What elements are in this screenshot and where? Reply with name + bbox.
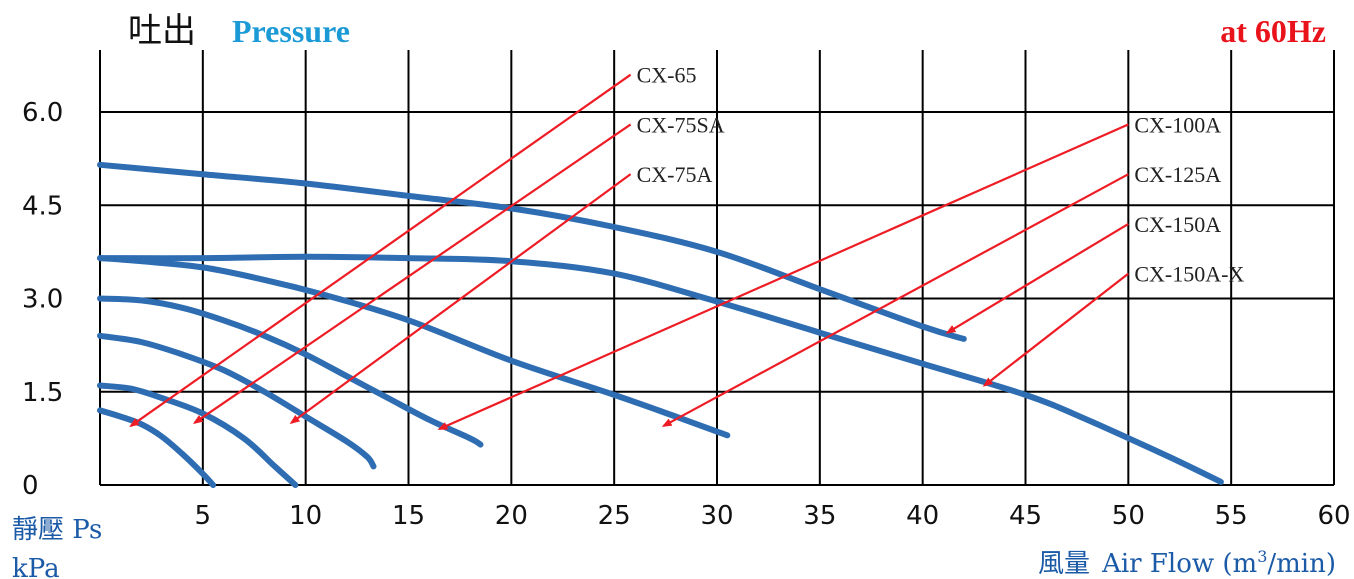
x-axis-label-jp: 風量	[1038, 549, 1090, 579]
arrow-cx-65	[129, 73, 632, 428]
y-tick-6-0: 6.0	[22, 98, 63, 128]
title-en: Pressure	[232, 13, 350, 49]
x-tick-60: 60	[1317, 501, 1350, 531]
label-cx-150a-x: CX-150A-X	[1134, 262, 1244, 287]
callout-arrows	[129, 73, 1130, 431]
x-axis-ticks: 5 10 15 20 25 30 35 40 45 50 55 60	[195, 501, 1351, 531]
x-tick-25: 25	[598, 501, 631, 531]
label-cx-125a: CX-125A	[1134, 162, 1221, 187]
x-tick-45: 45	[1009, 501, 1042, 531]
x-tick-35: 35	[803, 501, 836, 531]
y-axis-unit: kPa	[12, 554, 60, 579]
label-cx-75a: CX-75A	[637, 162, 713, 187]
y-tick-4-5: 4.5	[22, 191, 63, 221]
x-tick-40: 40	[906, 501, 939, 531]
curve-cx-100a	[97, 295, 484, 448]
x-axis-label: 風量 Air Flow (m3/min)	[1038, 547, 1336, 579]
x-axis-label-tail: /min)	[1267, 549, 1336, 579]
x-tick-10: 10	[289, 501, 322, 531]
x-tick-55: 55	[1215, 501, 1248, 531]
curve-cx-65	[97, 407, 217, 488]
x-tick-50: 50	[1112, 501, 1145, 531]
label-cx-150a: CX-150A	[1134, 212, 1221, 237]
x-tick-15: 15	[392, 501, 425, 531]
label-cx-65: CX-65	[637, 63, 697, 88]
arrow-cx-100a	[437, 123, 1129, 431]
label-cx-75sa: CX-75SA	[637, 112, 725, 137]
y-axis-ticks: 0 1.5 3.0 4.5 6.0	[22, 98, 63, 501]
x-tick-20: 20	[495, 501, 528, 531]
series-labels: CX-65 CX-75SA CX-75A CX-100A CX-125A CX-150A C…	[637, 63, 1245, 287]
frequency-label: at 60Hz	[1220, 13, 1326, 49]
curve-cx-150a	[97, 253, 1224, 485]
curve-cx-150a-x	[97, 161, 967, 342]
arrow-cx-75sa	[192, 123, 632, 424]
x-axis-label-en: Air Flow (m	[1101, 549, 1257, 579]
y-tick-0: 0	[22, 471, 39, 501]
label-cx-100a: CX-100A	[1134, 112, 1221, 137]
x-axis-label-sup: 3	[1257, 547, 1267, 566]
curve-cx-75a	[97, 332, 377, 470]
curve-cx-75sa	[97, 382, 299, 488]
arrow-cx-150a-x	[982, 272, 1130, 387]
arrow-cx-150a	[945, 222, 1129, 334]
x-tick-5: 5	[195, 501, 212, 531]
y-tick-3-0: 3.0	[22, 285, 63, 315]
y-tick-1-5: 1.5	[22, 378, 63, 408]
arrow-cx-125a	[661, 173, 1129, 427]
arrow-cx-75a	[289, 173, 632, 425]
performance-curves	[97, 161, 1224, 488]
title-jp: 吐出	[128, 11, 196, 51]
x-tick-30: 30	[700, 501, 733, 531]
y-axis-label: 靜壓 Ps	[12, 515, 102, 545]
curve-cx-125a	[97, 255, 731, 439]
